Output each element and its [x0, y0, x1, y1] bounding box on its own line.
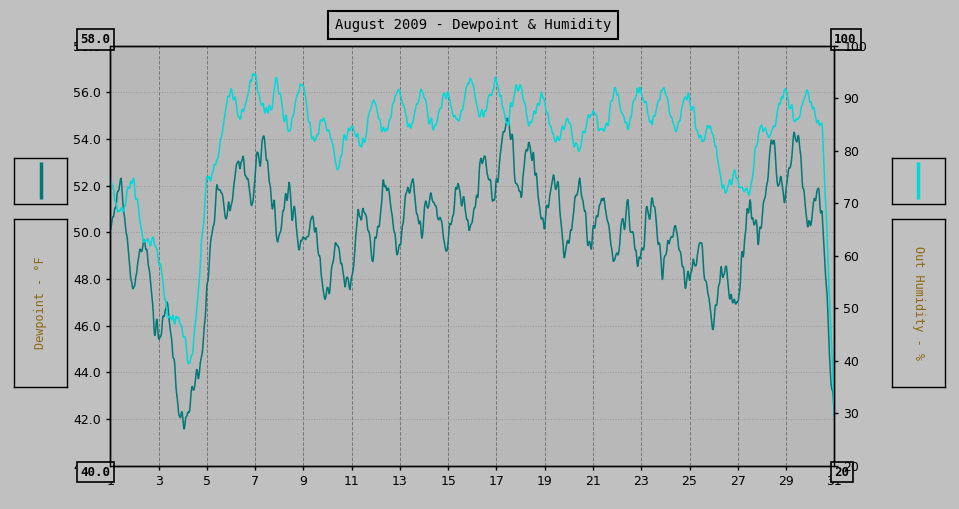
Text: 100: 100 [834, 33, 856, 46]
Text: 58.0: 58.0 [81, 33, 110, 46]
Text: Dewpoint - °F: Dewpoint - °F [35, 257, 47, 349]
Text: Out Humidity - %: Out Humidity - % [912, 246, 924, 360]
Text: 20: 20 [834, 466, 850, 479]
Text: 40.0: 40.0 [81, 466, 110, 479]
Text: August 2009 - Dewpoint & Humidity: August 2009 - Dewpoint & Humidity [335, 18, 611, 32]
